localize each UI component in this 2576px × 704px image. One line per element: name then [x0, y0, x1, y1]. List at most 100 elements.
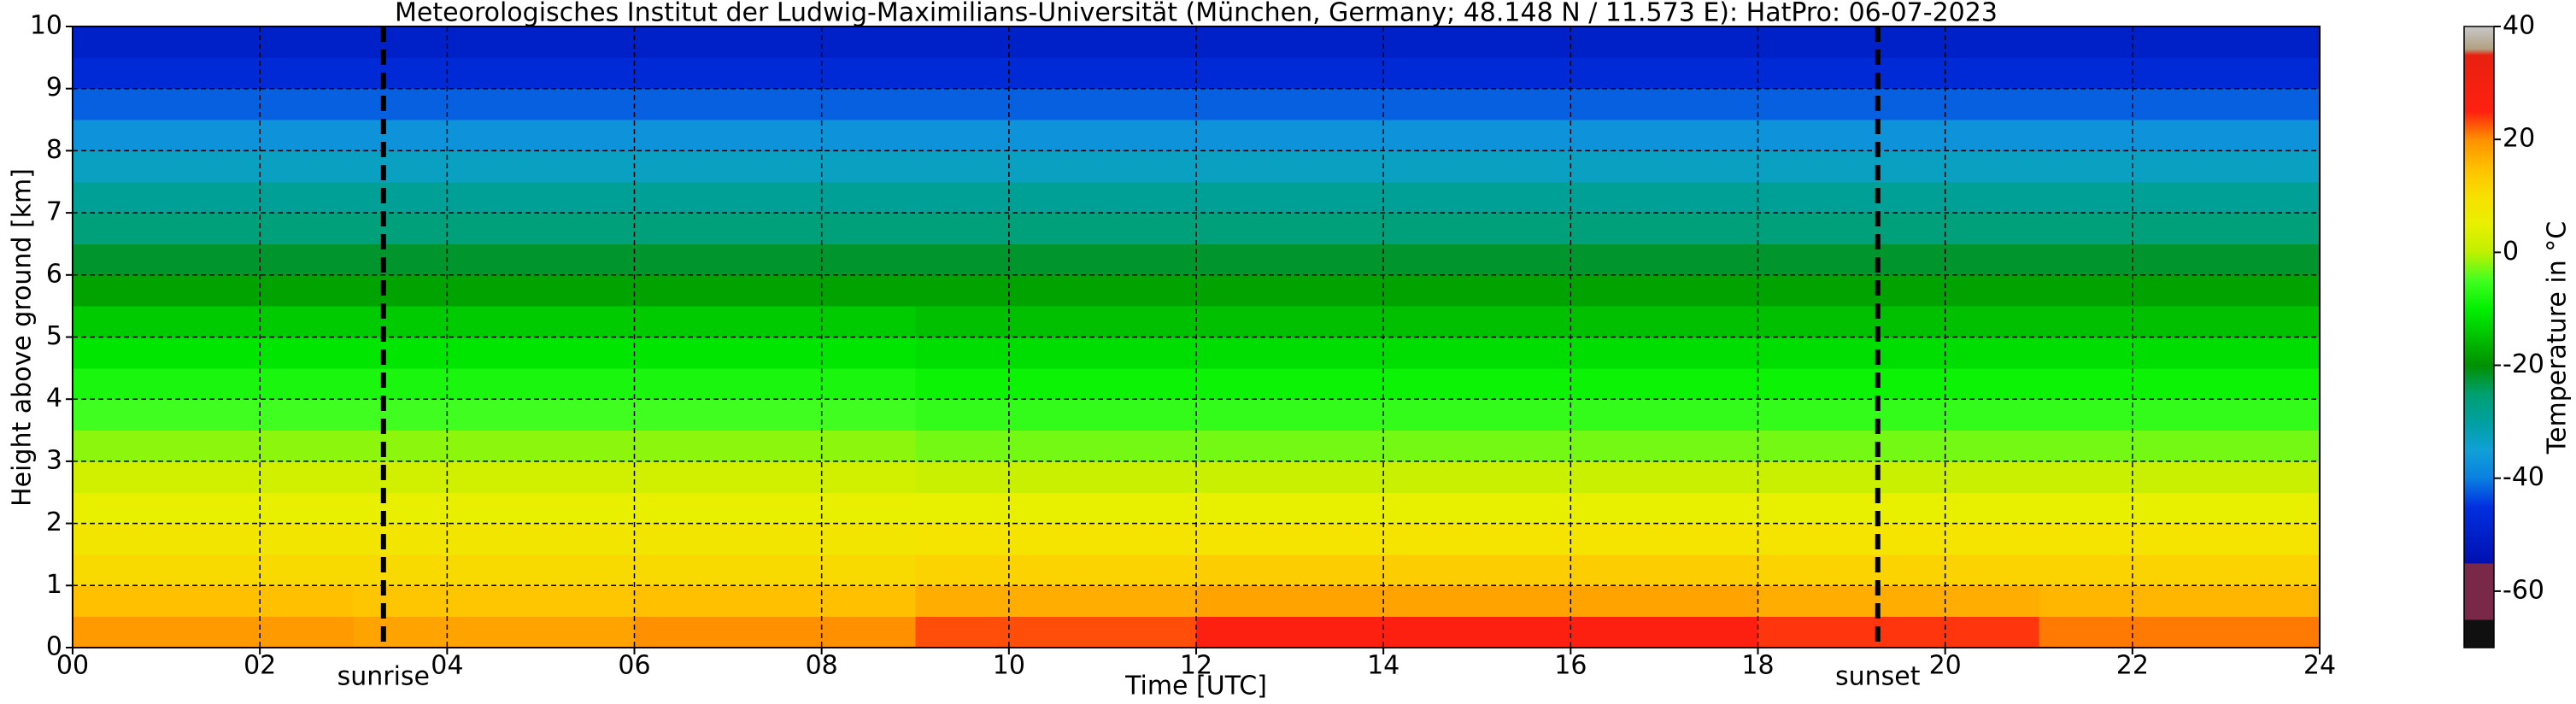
heatmap-cell: [353, 585, 635, 618]
heatmap-cell: [73, 243, 355, 276]
heatmap-cell: [2039, 616, 2321, 648]
heatmap-cell: [353, 181, 635, 214]
heatmap-cell: [915, 181, 1197, 214]
heatmap-cell: [634, 523, 916, 555]
heatmap-cell: [634, 150, 916, 183]
heatmap-cell: [634, 337, 916, 369]
x-tick-label: 10: [993, 651, 1025, 681]
x-tick-label: 22: [2116, 651, 2149, 681]
heatmap-cell: [915, 492, 1197, 525]
heatmap-cell: [1757, 213, 2039, 244]
heatmap-cell: [353, 26, 635, 58]
heatmap-cell: [2039, 399, 2321, 431]
y-tick-label: 6: [46, 259, 62, 289]
heatmap-cell: [1476, 523, 1758, 555]
heatmap-cell: [1476, 461, 1758, 493]
colorbar-segment: [2464, 308, 2494, 337]
heatmap-cell: [73, 367, 355, 400]
heatmap-cell: [1476, 181, 1758, 214]
heatmap-cell: [1757, 616, 2039, 648]
colorbar-segment: [2464, 252, 2494, 281]
y-tick-label: 7: [46, 197, 62, 227]
colorbar-segment: [2464, 55, 2494, 112]
heatmap-cell: [73, 337, 355, 369]
heatmap-cell: [353, 367, 635, 400]
colorbar-segment: [2464, 111, 2494, 140]
x-tick-label: 08: [806, 651, 838, 681]
x-tick-label: 00: [56, 651, 89, 681]
heatmap-cell: [915, 430, 1197, 462]
heatmap-cell: [1196, 616, 1478, 648]
heatmap-cell: [73, 306, 355, 337]
heatmap-cell: [353, 523, 635, 555]
y-tick-label: 5: [46, 321, 62, 351]
heatmap-cell: [1476, 150, 1758, 183]
colorbar-tick-label: -60: [2503, 575, 2544, 605]
heatmap-cell: [1196, 523, 1478, 555]
colorbar-segment: [2464, 280, 2494, 309]
x-tick-label: 18: [1741, 651, 1774, 681]
heatmap-cell: [73, 213, 355, 244]
heatmap-cell: [1757, 274, 2039, 307]
heatmap-cell: [1196, 213, 1478, 244]
heatmap-cell: [634, 274, 916, 307]
heatmap-cell: [1757, 150, 2039, 183]
y-tick-label: 4: [46, 384, 62, 414]
heatmap-cell: [1196, 430, 1478, 462]
colorbar-segment: [2464, 196, 2494, 225]
heatmap-cell: [2039, 430, 2321, 462]
heatmap-cell: [353, 461, 635, 493]
heatmap-cell: [1476, 399, 1758, 431]
heatmap-cell: [1196, 585, 1478, 618]
heatmap-cell: [73, 554, 355, 586]
x-tick-label: 20: [1929, 651, 1962, 681]
heatmap-cell: [73, 150, 355, 183]
heatmap-cell: [2039, 523, 2321, 555]
colorbar-label: Temperature in °C: [2543, 221, 2573, 455]
heatmap-cell: [73, 57, 355, 90]
heatmap-cell: [634, 306, 916, 337]
heatmap-cell: [634, 367, 916, 400]
heatmap-cell: [1196, 367, 1478, 400]
colorbar-tick-label: -40: [2503, 462, 2544, 492]
heatmap-cell: [73, 120, 355, 151]
heatmap-cell: [2039, 243, 2321, 276]
heatmap-cell: [73, 492, 355, 525]
heatmap-cell: [353, 616, 635, 648]
heatmap-cell: [634, 492, 916, 525]
heatmap-cell: [353, 243, 635, 276]
colorbar-segment: [2464, 365, 2494, 395]
heatmap-cell: [1757, 120, 2039, 151]
y-tick-label: 2: [46, 507, 62, 537]
heatmap-cell: [2039, 57, 2321, 90]
y-tick-label: 9: [46, 73, 62, 103]
x-tick-label: 24: [2303, 651, 2336, 681]
x-tick-label: 02: [244, 651, 276, 681]
heatmap-cell: [915, 243, 1197, 276]
colorbar-segment: [2464, 421, 2494, 451]
heatmap-cell: [2039, 88, 2321, 120]
heatmap-cell: [1757, 554, 2039, 586]
heatmap-cell: [73, 461, 355, 493]
heatmap-cell: [634, 120, 916, 151]
heatmap-cell: [2039, 181, 2321, 214]
heatmap-cell: [1476, 243, 1758, 276]
colorbar-tick-label: -20: [2503, 349, 2544, 379]
heatmap-cell: [1196, 150, 1478, 183]
heatmap-cell: [915, 274, 1197, 307]
x-tick-label: 14: [1367, 651, 1399, 681]
heatmap-cell: [1196, 461, 1478, 493]
colorbar-segment: [2464, 26, 2494, 50]
heatmap-cell: [1196, 399, 1478, 431]
heatmap-cell: [1476, 120, 1758, 151]
heatmap-cell: [1476, 26, 1758, 58]
event-label: sunrise: [337, 662, 430, 692]
colorbar-segment: [2464, 478, 2494, 507]
y-axis-label: Height above ground [km]: [8, 168, 38, 507]
colorbar-segment: [2464, 167, 2494, 197]
heatmap-cell: [1476, 585, 1758, 618]
heatmap-cell: [1476, 88, 1758, 120]
x-tick-label: 06: [618, 651, 650, 681]
heatmap-cell: [73, 616, 355, 648]
y-tick-label: 8: [46, 135, 62, 165]
